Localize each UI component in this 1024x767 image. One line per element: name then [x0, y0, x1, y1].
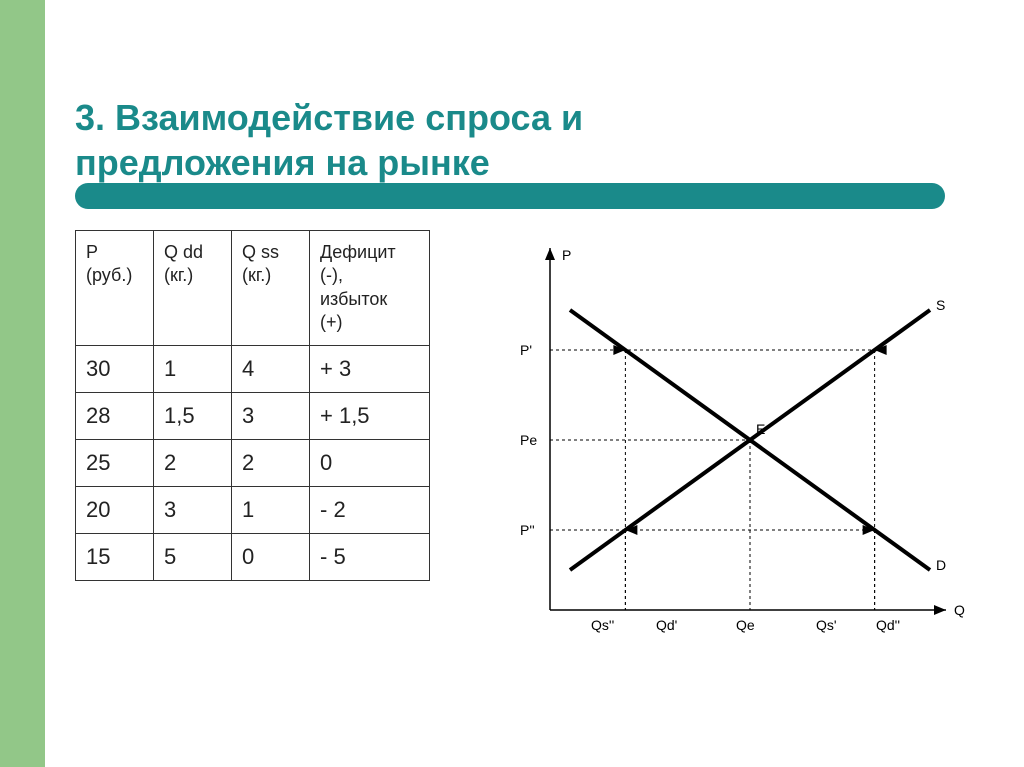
svg-text:Pe: Pe — [520, 432, 537, 448]
slide-title-block: 3. Взаимодействие спроса и предложения н… — [75, 95, 583, 185]
table-row: 30 1 4 + 3 — [76, 345, 430, 392]
col-header-deficit: Дефицит (-), избыток (+) — [310, 231, 430, 346]
col-header-p: P (руб.) — [76, 231, 154, 346]
cell-qss: 2 — [232, 439, 310, 486]
slide-title: 3. Взаимодействие спроса и предложения н… — [75, 95, 583, 185]
svg-text:Qe: Qe — [736, 617, 755, 633]
cell-qdd: 1,5 — [154, 392, 232, 439]
svg-text:D: D — [936, 557, 946, 573]
hdr-text: Q ss — [242, 242, 279, 262]
col-header-qss: Q ss (кг.) — [232, 231, 310, 346]
svg-text:Qd': Qd' — [656, 617, 677, 633]
svg-text:P'': P'' — [520, 522, 535, 538]
cell-qdd: 3 — [154, 486, 232, 533]
cell-qss: 0 — [232, 533, 310, 580]
hdr-text: избыток — [320, 289, 387, 309]
hdr-text: (кг.) — [164, 265, 193, 285]
cell-p: 20 — [76, 486, 154, 533]
cell-d: - 5 — [310, 533, 430, 580]
cell-d: 0 — [310, 439, 430, 486]
cell-qdd: 1 — [154, 345, 232, 392]
table-header-row: P (руб.) Q dd (кг.) Q ss (кг.) Дефицит (… — [76, 231, 430, 346]
svg-text:Qs': Qs' — [816, 617, 837, 633]
col-header-qdd: Q dd (кг.) — [154, 231, 232, 346]
svg-text:Q: Q — [954, 602, 965, 618]
cell-p: 15 — [76, 533, 154, 580]
svg-text:Qs'': Qs'' — [591, 617, 614, 633]
cell-d: + 3 — [310, 345, 430, 392]
cell-p: 30 — [76, 345, 154, 392]
title-underline-bar — [75, 183, 945, 209]
cell-qdd: 2 — [154, 439, 232, 486]
cell-qss: 1 — [232, 486, 310, 533]
cell-qss: 3 — [232, 392, 310, 439]
cell-p: 25 — [76, 439, 154, 486]
title-line-1: 3. Взаимодействие спроса и — [75, 97, 583, 138]
hdr-text: Дефицит — [320, 242, 396, 262]
cell-d: + 1,5 — [310, 392, 430, 439]
data-table: P (руб.) Q dd (кг.) Q ss (кг.) Дефицит (… — [75, 230, 430, 581]
table-row: 28 1,5 3 + 1,5 — [76, 392, 430, 439]
svg-text:P: P — [562, 247, 571, 263]
table-row: 20 3 1 - 2 — [76, 486, 430, 533]
cell-qss: 4 — [232, 345, 310, 392]
hdr-text: P — [86, 242, 98, 262]
svg-text:Qd'': Qd'' — [876, 617, 900, 633]
supply-demand-chart: P Q P' Pe P'' Qs'' Qd' Qe Qs' Qd'' S D E — [490, 230, 970, 650]
title-line-2: предложения на рынке — [75, 142, 490, 183]
svg-text:P': P' — [520, 342, 532, 358]
hdr-text: Q dd — [164, 242, 203, 262]
hdr-text: (+) — [320, 312, 343, 332]
table-row: 15 5 0 - 5 — [76, 533, 430, 580]
svg-text:E: E — [756, 421, 765, 437]
cell-d: - 2 — [310, 486, 430, 533]
table-row: 25 2 2 0 — [76, 439, 430, 486]
hdr-text: (кг.) — [242, 265, 271, 285]
left-sidebar-strip — [0, 0, 45, 767]
hdr-text: (-), — [320, 265, 343, 285]
hdr-text: (руб.) — [86, 265, 132, 285]
cell-p: 28 — [76, 392, 154, 439]
svg-text:S: S — [936, 297, 945, 313]
cell-qdd: 5 — [154, 533, 232, 580]
